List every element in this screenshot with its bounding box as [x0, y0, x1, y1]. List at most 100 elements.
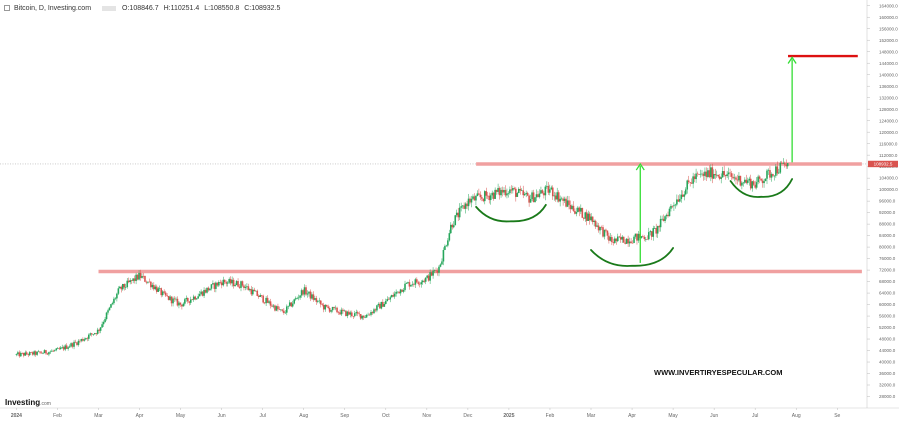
candle-body: [121, 283, 124, 290]
candle-body: [24, 352, 27, 356]
candle-body: [33, 351, 35, 355]
candle-body: [448, 233, 451, 241]
candle-body: [52, 350, 55, 352]
candle-body: [645, 239, 647, 240]
candle-body: [308, 291, 310, 294]
candle-body: [467, 198, 470, 207]
candle-body: [17, 352, 19, 355]
candle-body: [547, 185, 550, 193]
candle-body: [296, 297, 298, 299]
y-tick-label: 128000.0: [879, 107, 898, 112]
candle-body: [46, 353, 49, 355]
candle-body: [76, 342, 78, 345]
candle-body: [575, 212, 578, 214]
last-price-tag: [868, 160, 898, 168]
candle-body: [247, 286, 250, 291]
candle-body: [492, 192, 495, 199]
candle-body: [713, 174, 715, 179]
candle-body: [733, 177, 736, 179]
candle-body: [506, 193, 508, 196]
candle-body: [153, 284, 155, 290]
candle-body: [189, 299, 192, 303]
candle-body: [359, 314, 362, 319]
candle-body: [352, 315, 355, 317]
candle-body: [191, 299, 194, 301]
candle-body: [726, 174, 728, 177]
candle-body: [580, 207, 582, 212]
candle-body: [407, 282, 409, 284]
candle-body: [71, 343, 74, 347]
candle-body: [231, 279, 233, 284]
candle-body: [333, 306, 335, 308]
candle-body: [235, 281, 238, 286]
candle-body: [433, 270, 436, 271]
candle-body: [563, 198, 566, 201]
candle-body: [738, 175, 740, 181]
candle-body: [392, 295, 394, 297]
candle-body: [633, 236, 635, 243]
candle-body: [411, 284, 414, 285]
candle-body: [608, 235, 610, 241]
candle-body: [15, 354, 18, 355]
candle-body: [427, 275, 430, 281]
candle-body: [452, 225, 455, 228]
candle-body: [624, 242, 626, 244]
candle-body: [686, 180, 689, 190]
candle-body: [711, 167, 714, 179]
candle-body: [515, 188, 517, 197]
candle-body: [470, 198, 473, 203]
candle-body: [569, 204, 572, 210]
candle-body: [163, 291, 165, 293]
candle-body: [383, 303, 386, 307]
candle-body: [637, 233, 640, 241]
candle-body: [318, 300, 321, 302]
candle-body: [783, 163, 786, 165]
candle-body: [113, 298, 115, 304]
candle-body: [554, 195, 557, 200]
candle-body: [144, 275, 146, 282]
y-tick-label: 48000.0: [879, 337, 896, 342]
candle-body: [723, 171, 725, 176]
candle-body: [785, 164, 788, 167]
candle-body: [680, 194, 683, 199]
candle-body: [541, 190, 544, 194]
candle-body: [611, 237, 613, 243]
candle-body: [681, 194, 684, 197]
candle-body: [782, 163, 785, 164]
candle-body: [259, 295, 262, 297]
candle-body: [197, 296, 199, 299]
candle-body: [488, 195, 491, 201]
candle-body: [314, 298, 316, 300]
candle-body: [526, 192, 529, 196]
candle-body: [650, 231, 653, 237]
pin-icon[interactable]: [4, 5, 10, 12]
candle-body: [420, 282, 423, 285]
candle-body: [479, 194, 482, 198]
candle-body: [92, 334, 95, 335]
candle-body: [297, 297, 300, 299]
candle-body: [108, 307, 111, 311]
candle-body: [594, 220, 597, 227]
close-value: C:108932.5: [244, 5, 281, 12]
candle-body: [55, 348, 58, 351]
y-tick-label: 80000.0: [879, 245, 896, 250]
candle-body: [398, 291, 400, 294]
y-tick-label: 156000.0: [879, 26, 898, 31]
candle-body: [343, 310, 346, 312]
chart-header: Bitcoin, D, Investing.com O:108846.7 H:11…: [4, 5, 283, 12]
candle-body: [436, 270, 439, 273]
candle-body: [353, 313, 356, 317]
candle-body: [74, 341, 77, 343]
candle-body: [724, 175, 727, 177]
candle-body: [166, 295, 168, 297]
candle-body: [218, 282, 220, 286]
candle-body: [85, 338, 87, 340]
candle-body: [120, 286, 123, 290]
candle-body: [275, 306, 278, 311]
x-tick-label: Nov: [422, 413, 431, 419]
candle-body: [695, 173, 697, 180]
candle-body: [538, 193, 541, 198]
candle-body: [550, 187, 553, 190]
x-tick-label: May: [176, 413, 186, 419]
